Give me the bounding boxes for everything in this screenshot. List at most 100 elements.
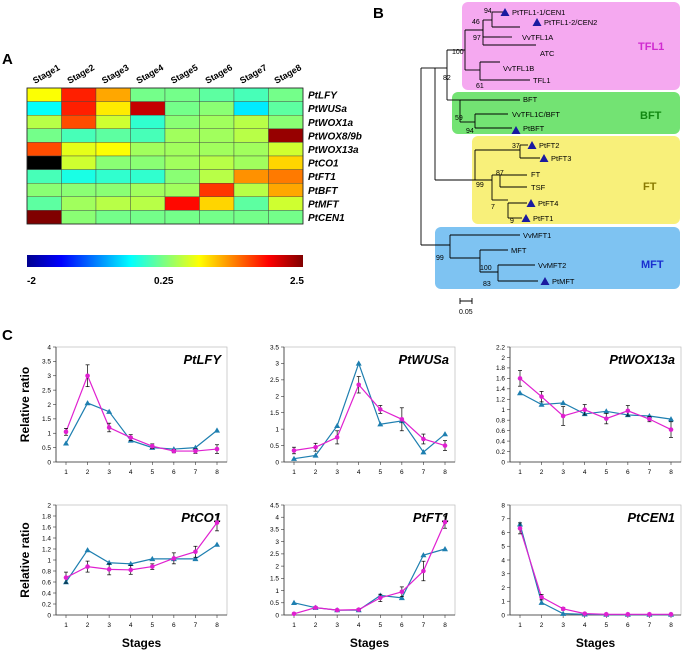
heatmap-cell xyxy=(233,196,269,211)
heatmap-stage-label: Stage6 xyxy=(204,62,235,85)
phylogenetic-tree: TFL1 BFT FT MFT xyxy=(420,2,680,316)
clade-box-ft xyxy=(472,136,680,224)
y-axis-label: Relative ratio xyxy=(18,522,32,597)
y-tick-label: 1.2 xyxy=(496,397,505,404)
data-point xyxy=(560,610,567,616)
heatmap-cell xyxy=(164,155,200,170)
clade-label-mft: MFT xyxy=(641,259,664,271)
bootstrap-value: 100 xyxy=(480,265,492,272)
chart-title: PtWUSa xyxy=(398,352,449,367)
chart-title: PtLFY xyxy=(183,352,222,367)
y-tick-label: 5 xyxy=(501,544,505,551)
bootstrap-value: 100 xyxy=(452,49,464,56)
y-tick-label: 2 xyxy=(47,402,51,409)
heatmap-cell xyxy=(130,210,166,225)
data-point xyxy=(84,547,91,553)
line-chart: 0 0.5 1 1.5 2 2.5 3 3.5 4 4.5 1 2 3 4 5 6 7 8 PtFT1 Stages xyxy=(270,502,456,650)
heatmap-border xyxy=(26,87,304,225)
heatmap-cell xyxy=(130,114,166,129)
heatmap-cell xyxy=(164,114,200,129)
data-point xyxy=(214,446,220,452)
y-tick-label: 0.4 xyxy=(42,590,51,597)
data-point xyxy=(538,599,545,605)
heatmap-cell xyxy=(268,182,304,197)
x-tick-label: 7 xyxy=(422,469,426,476)
line-chart: 0 0.5 1 1.5 2 2.5 3 3.5 4 1 2 3 4 5 6 7 8 PtLFY Relative r… xyxy=(18,344,228,476)
y-tick-label: 0.5 xyxy=(270,443,279,450)
data-point xyxy=(291,448,297,453)
y-tick-label: 4.5 xyxy=(270,502,279,509)
data-point xyxy=(442,443,448,448)
data-point xyxy=(421,568,426,574)
heatmap-cell xyxy=(199,182,235,197)
heatmap-cell xyxy=(95,87,131,102)
data-series xyxy=(291,546,448,613)
data-point xyxy=(313,605,318,610)
data-point xyxy=(582,407,588,413)
heatmap-cell xyxy=(199,128,235,143)
data-series xyxy=(517,521,674,617)
heatmap-cell xyxy=(233,182,269,197)
heatmap-cell xyxy=(199,142,235,157)
x-tick-label: 2 xyxy=(86,622,90,629)
data-point xyxy=(538,401,545,407)
data-point xyxy=(442,546,448,552)
x-tick-label: 4 xyxy=(129,622,133,629)
x-tick-label: 2 xyxy=(540,622,544,629)
line-chart: 0 0.5 1 1.5 2 2.5 3 3.5 1 2 3 4 5 6 7 8 PtWUSa xyxy=(270,344,456,476)
data-point xyxy=(442,431,448,437)
data-point xyxy=(668,416,674,422)
data-series xyxy=(63,513,220,584)
heatmap-cell xyxy=(95,128,131,143)
bootstrap-value: 99 xyxy=(436,255,444,262)
data-series xyxy=(517,370,674,438)
chart-title: PtFT1 xyxy=(413,510,449,525)
x-tick-label: 7 xyxy=(648,622,652,629)
heatmap-cell xyxy=(61,142,97,157)
bootstrap-value: 7 xyxy=(491,204,495,211)
heatmap-cell xyxy=(199,155,235,170)
heatmap-gene-label: PtWOX8/9b xyxy=(308,131,362,142)
y-tick-label: 0.8 xyxy=(42,568,51,575)
leaf-label: VvMFT2 xyxy=(538,261,566,270)
x-tick-label: 3 xyxy=(561,622,565,629)
heatmap-cell xyxy=(95,101,131,116)
heatmap-cell xyxy=(26,182,62,197)
marker-icon xyxy=(540,277,550,285)
heatmap-cell xyxy=(268,114,304,129)
y-tick-label: 0 xyxy=(47,459,51,466)
data-point xyxy=(192,555,199,562)
data-point xyxy=(85,373,90,379)
heatmap-cell xyxy=(26,210,62,225)
heatmap-stage-label: Stage2 xyxy=(66,62,97,85)
heatmap-cell xyxy=(61,196,97,211)
x-tick-label: 6 xyxy=(172,622,176,629)
data-point xyxy=(214,427,220,433)
x-tick-label: 5 xyxy=(604,622,608,629)
heatmap-cell xyxy=(268,196,304,211)
data-point xyxy=(560,606,566,612)
x-tick-label: 4 xyxy=(357,469,361,476)
y-tick-label: 0 xyxy=(501,612,505,619)
data-point xyxy=(398,594,405,601)
leaf-label: VvTFL1B xyxy=(503,64,534,73)
heatmap-cell xyxy=(164,169,200,184)
marker-icon xyxy=(539,154,549,162)
x-tick-label: 8 xyxy=(443,622,447,629)
tree-leaf-labels: PtTFL1-1/CEN1 PtTFL1-2/CEN2 VvTFL1A ATC … xyxy=(503,8,597,286)
x-tick-label: 3 xyxy=(107,469,111,476)
y-tick-label: 1 xyxy=(501,407,505,414)
data-point xyxy=(355,360,362,366)
y-tick-label: 1.5 xyxy=(270,410,279,417)
data-point xyxy=(399,416,405,422)
data-point xyxy=(214,541,220,547)
heatmap-cell xyxy=(61,182,97,197)
expression-heatmap: Stage1 Stage2 Stage3 Stage4 Stage5 Stage6 Stag… xyxy=(26,62,362,225)
y-tick-label: 1.2 xyxy=(42,546,51,553)
marker-icon xyxy=(532,18,542,26)
y-tick-label: 1.4 xyxy=(42,535,51,542)
heatmap-cell xyxy=(233,142,269,157)
data-point xyxy=(356,382,362,388)
heatmap-cell xyxy=(61,101,97,116)
